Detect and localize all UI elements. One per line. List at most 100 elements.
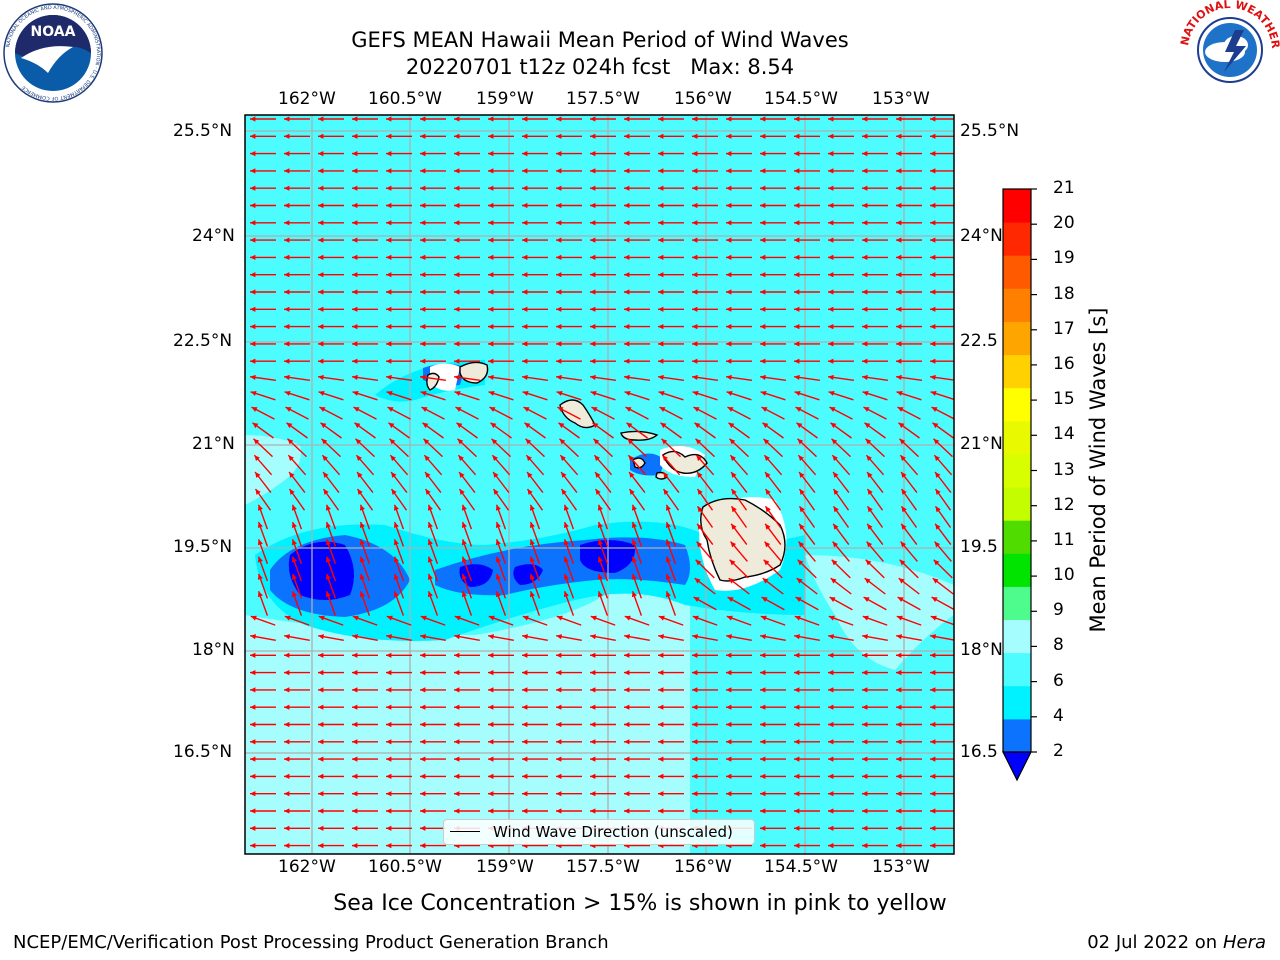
wave-arrow-head-605	[829, 597, 836, 602]
wave-arrow-head-683	[624, 670, 630, 676]
wave-arrow-head-124	[896, 202, 902, 209]
wave-arrow-head-540	[764, 541, 771, 548]
wave-arrow-head-378	[252, 422, 259, 429]
wave-arrow-head-155	[522, 237, 528, 243]
wave-arrow-head-300	[454, 358, 460, 364]
wave-arrow-head-701	[522, 687, 528, 693]
wave-arrow-head-63	[250, 168, 256, 174]
wave-arrow-head-376	[897, 407, 904, 412]
wave-arrow-head-250	[896, 306, 902, 312]
wave-arrow-head-802	[386, 773, 392, 779]
wave-arrow-head-531	[461, 539, 467, 546]
wave-arrow-head-526	[291, 539, 297, 546]
wave-arrow-head-781	[386, 756, 392, 762]
wave-arrow-head-140	[726, 220, 732, 226]
wave-arrow-head-545	[934, 541, 941, 548]
wave-arrow-head-15	[760, 116, 766, 122]
wave-arrow-head-833	[726, 791, 732, 797]
wave-arrow-head-354	[862, 391, 869, 396]
wave-arrow-head-558	[665, 556, 671, 563]
wave-arrow-head-844	[386, 808, 392, 814]
wave-arrow-head-359	[319, 407, 326, 412]
wave-arrow-head-159	[658, 237, 664, 243]
wave-arrow-head-886	[386, 843, 392, 849]
wave-arrow-head-143	[828, 220, 834, 226]
wave-arrow-head-358	[285, 407, 292, 412]
wave-arrow-head-322	[488, 374, 494, 380]
wave-arrow-head-573	[461, 573, 467, 580]
wave-arrow-head-19	[896, 116, 902, 122]
wave-arrow-head-843	[352, 808, 358, 814]
wave-arrow-head-295	[284, 358, 290, 364]
wave-arrow-head-688	[794, 670, 800, 676]
wave-arrow-head-57	[760, 151, 766, 157]
wave-arrow-head-315	[250, 374, 256, 380]
wave-arrow-head-689	[828, 670, 834, 676]
lon-label-top-2: 159°W	[476, 89, 534, 109]
wave-arrow-head-96	[658, 185, 664, 191]
wave-arrow-head-714	[250, 704, 256, 710]
wave-arrow-head-447	[459, 472, 465, 478]
wave-arrow-head-316	[284, 374, 290, 380]
wave-arrow-head-467	[425, 489, 431, 495]
wave-arrow-head-719	[420, 704, 426, 710]
wave-arrow-head-697	[386, 687, 392, 693]
wave-arrow-head-817	[896, 773, 902, 779]
wave-arrow-head-773	[828, 739, 834, 745]
wave-arrow-head-73	[590, 168, 596, 174]
wave-arrow-head-453	[663, 472, 669, 478]
wave-arrow-head-23	[318, 133, 324, 139]
wave-arrow-head-657	[454, 652, 460, 658]
wave-arrow-head-229	[896, 289, 902, 295]
wave-arrow-head-393	[762, 422, 769, 429]
wave-arrow-head-480	[867, 489, 873, 495]
wave-arrow-head-771	[760, 739, 766, 745]
wave-arrow-head-12	[658, 116, 664, 122]
wave-arrow-head-264	[658, 324, 664, 330]
wave-arrow-head-106	[284, 202, 290, 209]
wave-arrow-head-759	[352, 739, 358, 745]
wave-arrow-head-803	[420, 773, 426, 779]
wave-arrow-head-339	[352, 391, 359, 396]
wave-arrow-head-832	[692, 791, 698, 797]
wave-arrow-head-161	[726, 237, 732, 243]
wave-arrow-head-805	[488, 773, 494, 779]
wave-arrow-head-341	[420, 391, 427, 396]
wave-arrow-head-836	[828, 791, 834, 797]
wave-arrow-head-1	[284, 116, 290, 122]
wave-arrow-head-232	[284, 306, 290, 312]
wave-arrow-head-632	[318, 634, 324, 640]
wave-arrow-head-199	[590, 272, 596, 278]
wave-arrow-head-793	[794, 756, 800, 762]
legend-label: Wind Wave Direction (unscaled)	[493, 823, 733, 841]
wave-arrow-head-34	[692, 133, 698, 139]
wave-arrow-head-445	[391, 472, 397, 478]
wave-arrow-head-49	[488, 151, 494, 157]
wave-arrow-head-790	[692, 756, 698, 762]
wave-arrow-head-216	[454, 289, 460, 295]
wave-arrow-head-600	[665, 591, 671, 598]
wind-wave-arrows	[250, 116, 954, 849]
wave-arrow-head-460	[901, 472, 907, 478]
wave-arrow-head-449	[527, 472, 533, 478]
wave-arrow-head-854	[726, 808, 732, 814]
wave-arrow-head-831	[658, 791, 664, 797]
wave-arrow-head-35	[726, 133, 732, 139]
wave-arrow-head-653	[318, 652, 324, 658]
wave-arrow-head-606	[863, 597, 870, 602]
colorbar-tick-label-20: 20	[1053, 213, 1075, 234]
wave-arrow-head-223	[692, 289, 698, 295]
wave-arrow-head-472	[595, 489, 601, 495]
wave-arrow-head-152	[420, 237, 426, 243]
wave-arrow-head-768	[658, 739, 664, 745]
wave-arrow-head-210	[250, 289, 256, 295]
wave-arrow-head-84	[250, 185, 256, 191]
footer-branch: NCEP/EMC/Verification Post Processing Pr…	[13, 932, 609, 953]
wave-arrow-head-669	[862, 652, 868, 658]
wave-arrow-head-630	[250, 634, 256, 640]
wave-arrow-head-365	[523, 407, 530, 412]
wave-arrow-head-304	[590, 358, 596, 364]
wave-arrow-head-485	[325, 504, 331, 511]
wave-arrow-head-296	[318, 358, 324, 364]
colorbar-band-19-20	[1003, 255, 1031, 289]
